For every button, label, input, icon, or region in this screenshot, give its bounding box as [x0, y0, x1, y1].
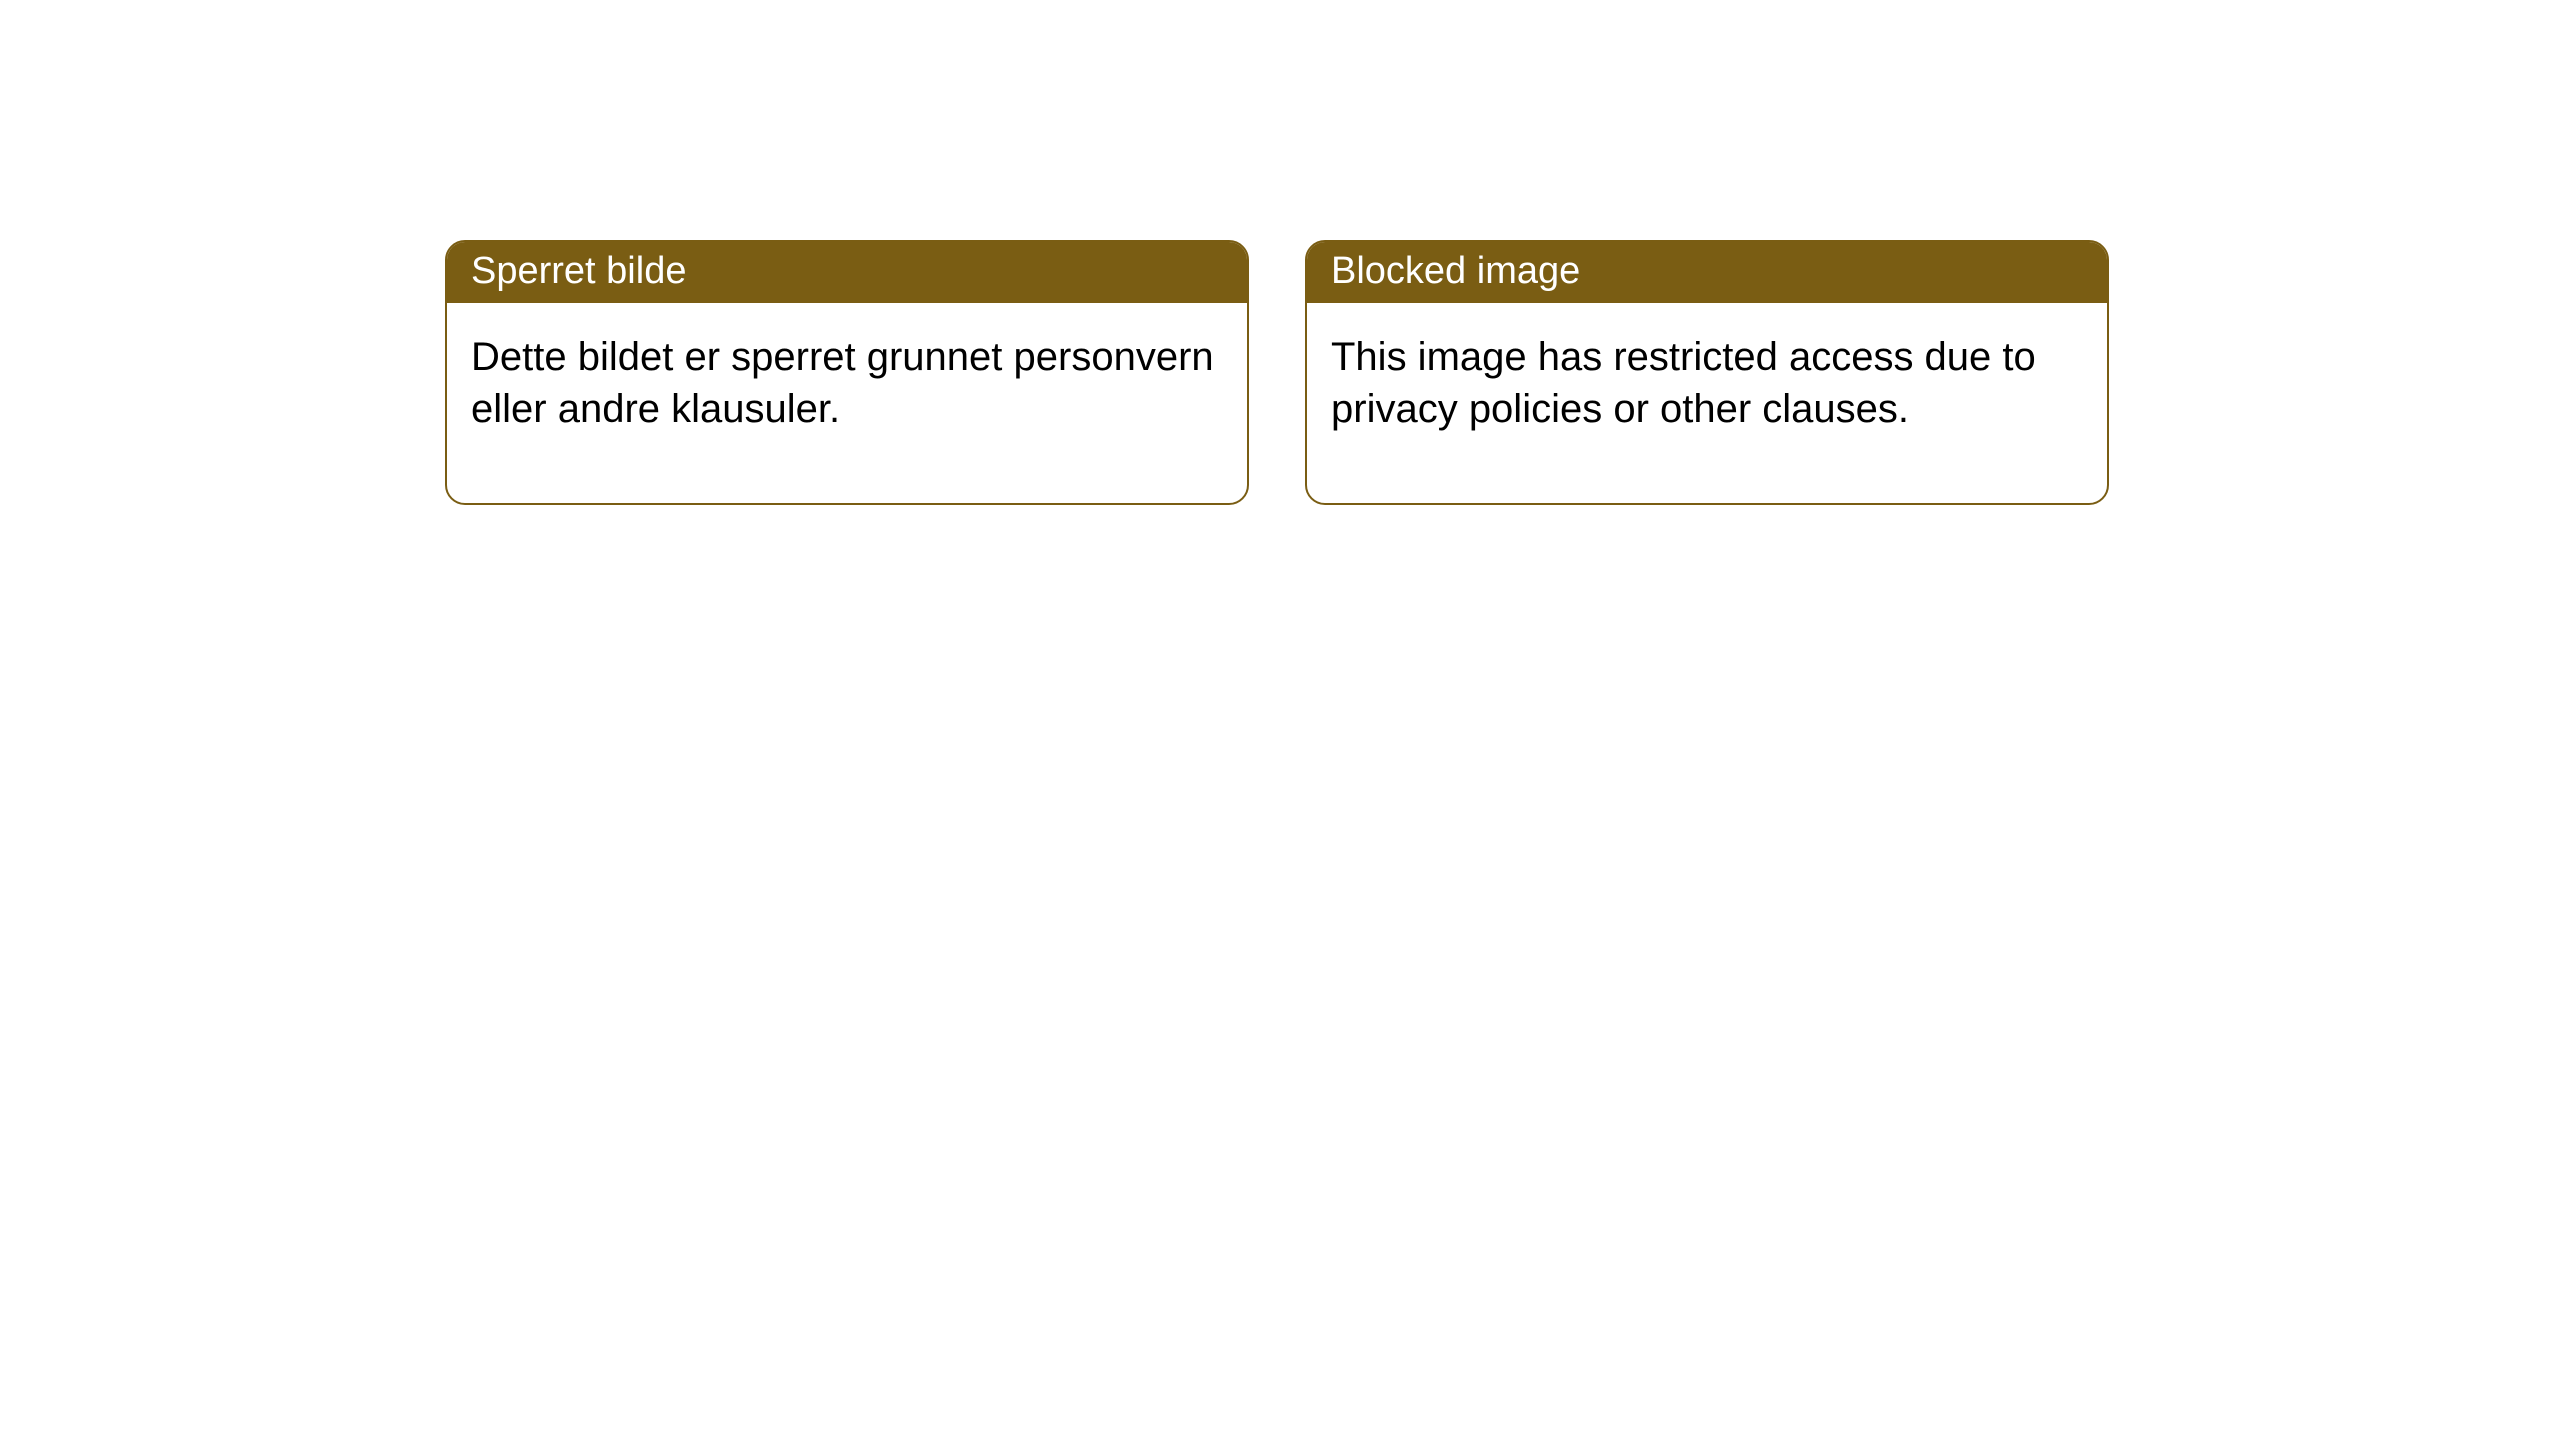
message-body-norwegian: Dette bildet er sperret grunnet personve…: [447, 303, 1247, 503]
message-header-norwegian: Sperret bilde: [447, 242, 1247, 303]
message-box-english: Blocked image This image has restricted …: [1305, 240, 2109, 505]
message-container: Sperret bilde Dette bildet er sperret gr…: [445, 240, 2109, 505]
message-header-english: Blocked image: [1307, 242, 2107, 303]
message-box-norwegian: Sperret bilde Dette bildet er sperret gr…: [445, 240, 1249, 505]
message-body-english: This image has restricted access due to …: [1307, 303, 2107, 503]
